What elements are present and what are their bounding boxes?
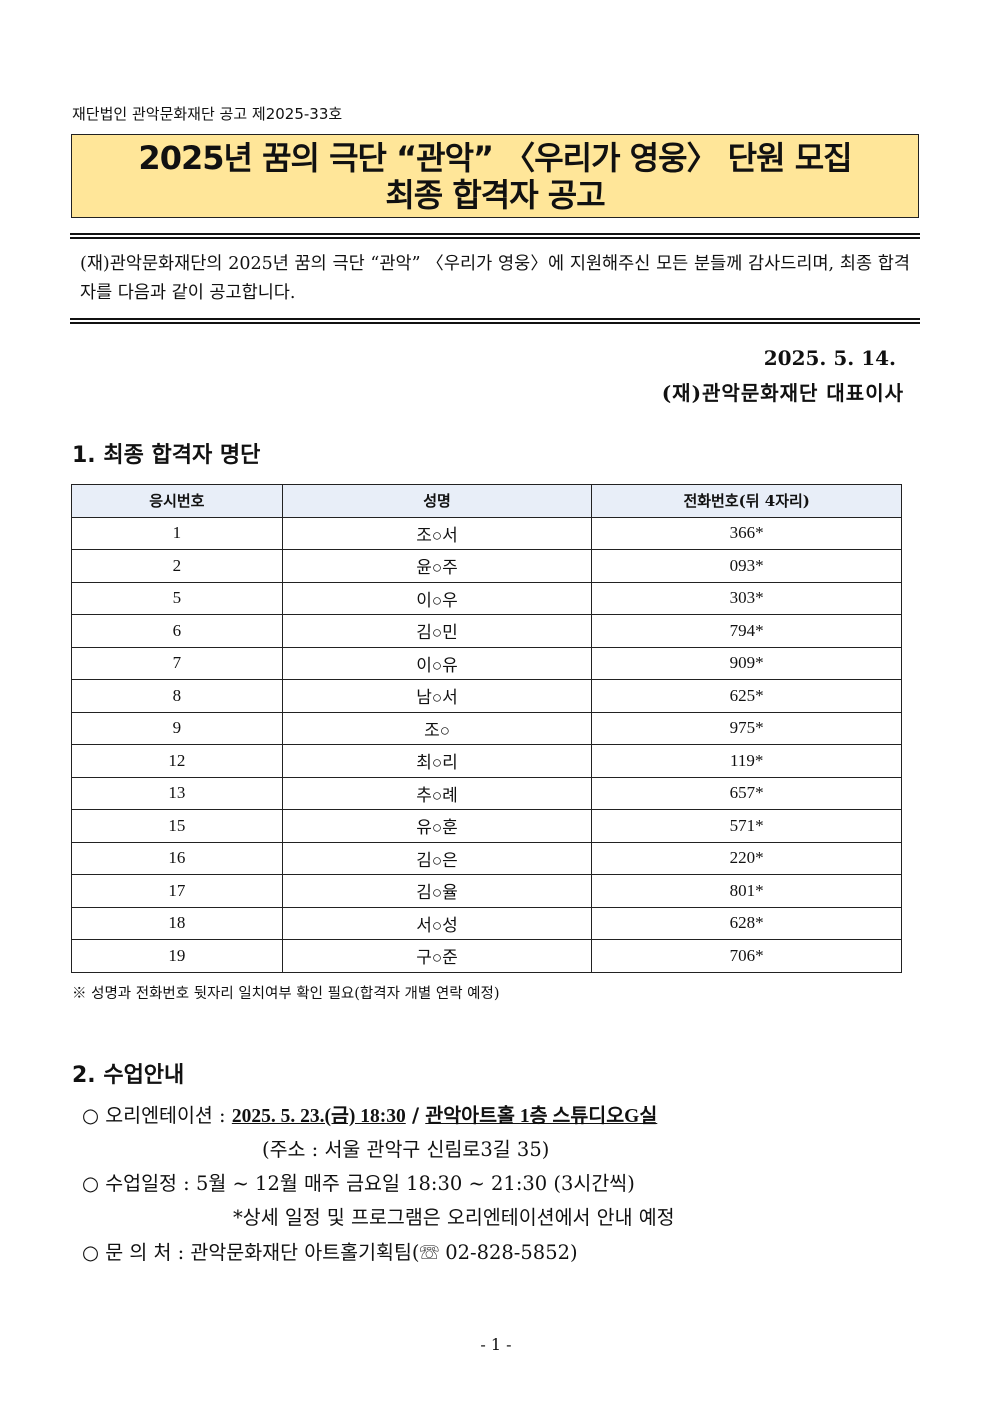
exam-number-cell: 16 bbox=[71, 841, 283, 875]
phone-cell: 909* bbox=[591, 646, 902, 680]
divider bbox=[70, 233, 920, 239]
phone-cell: 628* bbox=[591, 906, 902, 940]
phone-cell: 657* bbox=[591, 776, 902, 810]
name-cell: 추○례 bbox=[281, 776, 593, 810]
phone-cell: 366* bbox=[591, 516, 902, 550]
name-cell: 김○은 bbox=[281, 841, 593, 875]
separator: / bbox=[411, 1104, 420, 1127]
section-2-heading: 2. 수업안내 bbox=[72, 1063, 185, 1088]
table-row: 5 이○우 303* bbox=[71, 581, 902, 615]
schedule-label: ○ 수업일정 : bbox=[82, 1172, 190, 1195]
name-cell: 김○율 bbox=[281, 874, 593, 908]
name-cell: 이○우 bbox=[281, 581, 593, 615]
exam-number-cell: 2 bbox=[71, 549, 283, 583]
title-line-2: 최종 합격자 공고 bbox=[385, 176, 605, 214]
col-exam-number: 응시번호 bbox=[71, 484, 283, 518]
name-cell: 이○유 bbox=[281, 646, 593, 680]
name-cell: 남○서 bbox=[281, 679, 593, 713]
contact-value: 관악문화재단 아트홀기획팀(☏ 02-828-5852) bbox=[190, 1241, 578, 1264]
phone-cell: 706* bbox=[591, 939, 902, 973]
phone-cell: 801* bbox=[591, 874, 902, 908]
orientation-item: ○ 오리엔테이션 : 2025. 5. 23.(금) 18:30 / 관악아트홀… bbox=[82, 1099, 657, 1128]
phone-cell: 571* bbox=[591, 809, 902, 843]
col-phone: 전화번호(뒤 4자리) bbox=[591, 484, 902, 518]
schedule-item: ○ 수업일정 : 5월 ~ 12월 매주 금요일 18:30 ~ 21:30 (… bbox=[82, 1167, 635, 1196]
exam-number-cell: 7 bbox=[71, 646, 283, 680]
phone-cell: 093* bbox=[591, 549, 902, 583]
table-header: 응시번호 성명 전화번호(뒤 4자리) bbox=[71, 484, 902, 518]
exam-number-cell: 17 bbox=[71, 874, 283, 908]
table-row: 12 최○리 119* bbox=[71, 744, 902, 778]
orientation-place: 관악아트홀 1층 스튜디오G실 bbox=[425, 1106, 658, 1127]
exam-number-cell: 15 bbox=[71, 809, 283, 843]
notice-date: 2025. 5. 14. bbox=[763, 346, 896, 370]
exam-number-cell: 5 bbox=[71, 581, 283, 615]
exam-number-cell: 18 bbox=[71, 906, 283, 940]
orientation-datetime: 2025. 5. 23.(금) 18:30 bbox=[231, 1106, 406, 1127]
phone-cell: 119* bbox=[591, 744, 902, 778]
phone-cell: 794* bbox=[591, 614, 902, 648]
schedule-note: *상세 일정 및 프로그램은 오리엔테이션에서 안내 예정 bbox=[233, 1206, 675, 1229]
phone-cell: 303* bbox=[591, 581, 902, 615]
table-row: 7 이○유 909* bbox=[71, 646, 902, 680]
table-row: 1 조○서 366* bbox=[71, 516, 902, 550]
divider bbox=[70, 318, 920, 324]
table-row: 19 구○준 706* bbox=[71, 939, 902, 973]
exam-number-cell: 13 bbox=[71, 776, 283, 810]
exam-number-cell: 9 bbox=[71, 711, 283, 745]
contact-item: ○ 문 의 처 : 관악문화재단 아트홀기획팀(☏ 02-828-5852) bbox=[82, 1236, 578, 1265]
phone-cell: 220* bbox=[591, 841, 902, 875]
title-line-1: 2025년 꿈의 극단 “관악” 〈우리가 영웅〉 단원 모집 bbox=[138, 139, 852, 177]
table-row: 18 서○성 628* bbox=[71, 906, 902, 940]
phone-cell: 975* bbox=[591, 711, 902, 745]
exam-number-cell: 6 bbox=[71, 614, 283, 648]
signature: (재)관악문화재단 대표이사 bbox=[661, 381, 904, 405]
exam-number-cell: 19 bbox=[71, 939, 283, 973]
name-cell: 서○성 bbox=[281, 906, 593, 940]
schedule-value: 5월 ~ 12월 매주 금요일 18:30 ~ 21:30 (3시간씩) bbox=[195, 1172, 635, 1195]
name-cell: 조○서 bbox=[281, 516, 593, 550]
section-1-heading: 1. 최종 합격자 명단 bbox=[72, 443, 261, 468]
table-row: 16 김○은 220* bbox=[71, 841, 902, 875]
contact-label: ○ 문 의 처 : bbox=[82, 1241, 185, 1264]
results-table: 응시번호 성명 전화번호(뒤 4자리) 1 조○서 366* 2 윤○주 093* 5 이○우… bbox=[71, 484, 902, 973]
col-name: 성명 bbox=[281, 484, 593, 518]
table-row: 2 윤○주 093* bbox=[71, 549, 902, 583]
name-cell: 조○ bbox=[281, 711, 593, 745]
table-row: 17 김○율 801* bbox=[71, 874, 902, 908]
page-number: - 1 - bbox=[480, 1335, 512, 1354]
intro-text: (재)관악문화재단의 2025년 꿈의 극단 “관악” 〈우리가 영웅〉에 지원… bbox=[80, 254, 910, 303]
name-cell: 구○준 bbox=[281, 939, 593, 973]
table-row: 8 남○서 625* bbox=[71, 679, 902, 713]
name-cell: 최○리 bbox=[281, 744, 593, 778]
table-row: 13 추○례 657* bbox=[71, 776, 902, 810]
orientation-label: ○ 오리엔테이션 : bbox=[82, 1104, 226, 1127]
table-note: ※ 성명과 전화번호 뒷자리 일치여부 확인 필요(합격자 개별 연락 예정) bbox=[72, 986, 500, 1002]
table-row: 6 김○민 794* bbox=[71, 614, 902, 648]
name-cell: 김○민 bbox=[281, 614, 593, 648]
name-cell: 유○훈 bbox=[281, 809, 593, 843]
exam-number-cell: 1 bbox=[71, 516, 283, 550]
notice-number: 재단법인 관악문화재단 공고 제2025-33호 bbox=[72, 105, 343, 123]
exam-number-cell: 12 bbox=[71, 744, 283, 778]
orientation-address: (주소 : 서울 관악구 신림로3길 35) bbox=[262, 1138, 550, 1161]
title-box: 2025년 꿈의 극단 “관악” 〈우리가 영웅〉 단원 모집 최종 합격자 공… bbox=[71, 134, 919, 218]
table-row: 15 유○훈 571* bbox=[71, 809, 902, 843]
exam-number-cell: 8 bbox=[71, 679, 283, 713]
table-row: 9 조○ 975* bbox=[71, 711, 902, 745]
phone-cell: 625* bbox=[591, 679, 902, 713]
name-cell: 윤○주 bbox=[281, 549, 593, 583]
